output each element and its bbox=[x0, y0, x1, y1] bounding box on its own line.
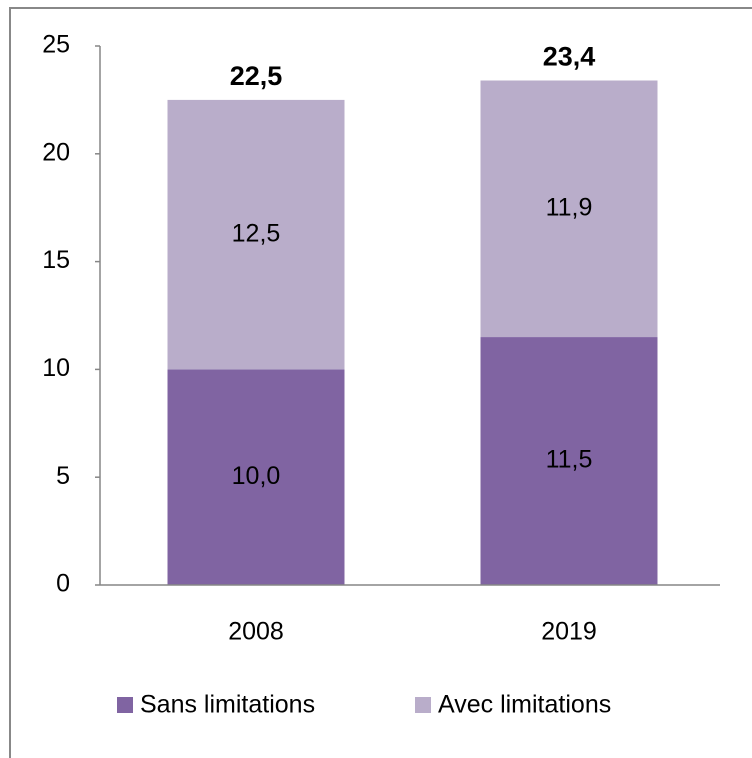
x-tick-label: 2008 bbox=[228, 618, 284, 646]
legend-label: Avec limitations bbox=[438, 691, 611, 719]
y-tick-label: 5 bbox=[56, 462, 70, 490]
value-label: 10,0 bbox=[232, 462, 281, 490]
legend-swatch bbox=[117, 697, 133, 713]
y-tick-label: 25 bbox=[42, 31, 70, 59]
x-tick-label: 2019 bbox=[541, 618, 597, 646]
total-label: 23,4 bbox=[543, 42, 596, 72]
bar-segment bbox=[167, 99, 345, 370]
total-label: 22,5 bbox=[230, 61, 283, 91]
bar-segment bbox=[480, 80, 658, 338]
bar-segment bbox=[167, 369, 345, 585]
legend-swatch bbox=[415, 697, 431, 713]
y-tick-label: 15 bbox=[42, 246, 70, 274]
bar-segment bbox=[480, 337, 658, 585]
y-tick-label: 10 bbox=[42, 354, 70, 382]
value-label: 11,9 bbox=[546, 193, 593, 221]
frame bbox=[9, 7, 752, 758]
y-tick-label: 0 bbox=[56, 570, 70, 598]
value-label: 12,5 bbox=[232, 219, 281, 247]
y-tick-label: 20 bbox=[42, 138, 70, 166]
legend-label: Sans limitations bbox=[140, 691, 315, 719]
value-label: 11,5 bbox=[546, 446, 593, 474]
